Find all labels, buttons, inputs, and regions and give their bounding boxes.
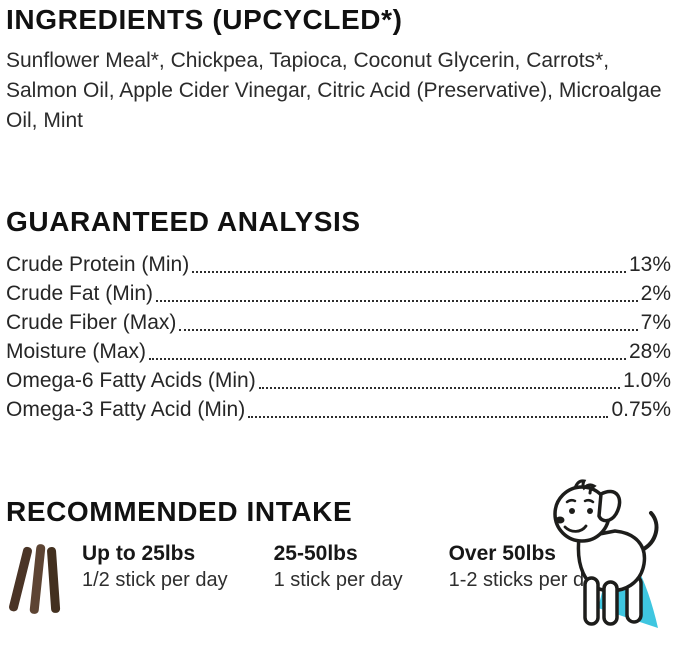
analysis-value: 2%: [640, 282, 671, 305]
serving-size: 1/2 stick per day: [82, 569, 228, 591]
ingredients-title: INGREDIENTS (UPCYCLED*): [6, 4, 403, 35]
recommended-intake-title: RECOMMENDED INTAKE: [6, 496, 353, 527]
analysis-row-crude-fiber: Crude Fiber (Max) 7%: [6, 308, 671, 337]
analysis-label: Moisture (Max): [6, 340, 147, 363]
intake-column-medium: 25-50lbs 1 stick per day: [274, 542, 403, 592]
analysis-label: Crude Protein (Min): [6, 253, 190, 276]
dot-leader: [156, 300, 638, 302]
ingredients-list: Sunflower Meal*, Chickpea, Tapioca, Coco…: [6, 49, 662, 132]
treat-sticks-icon: [6, 542, 70, 616]
analysis-row-omega3: Omega-3 Fatty Acid (Min) 0.75%: [6, 395, 671, 424]
weight-range: 25-50lbs: [273, 542, 358, 565]
weight-range: Up to 25lbs: [82, 542, 196, 565]
analysis-label: Omega-3 Fatty Acid (Min): [6, 398, 246, 421]
recommended-intake-section: RECOMMENDED INTAKE Up to 25lbs 1/2 stick…: [6, 479, 671, 628]
intake-row: Up to 25lbs 1/2 stick per day 25-50lbs 1…: [6, 542, 671, 616]
ingredients-section: INGREDIENTS (UPCYCLED*) Sunflower Meal*,…: [6, 4, 671, 136]
analysis-label: Crude Fat (Min): [6, 282, 154, 305]
analysis-row-moisture: Moisture (Max) 28%: [6, 337, 671, 366]
analysis-value: 13%: [628, 253, 671, 276]
analysis-label: Crude Fiber (Max): [6, 311, 177, 334]
weight-range: Over 50lbs: [448, 542, 556, 565]
analysis-label: Omega-6 Fatty Acids (Min): [6, 369, 256, 392]
serving-size: 1-2 sticks per day: [448, 569, 606, 591]
analysis-value: 0.75%: [611, 398, 671, 421]
guaranteed-analysis-table: Crude Protein (Min) 13% Crude Fat (Min) …: [6, 250, 671, 424]
dot-leader: [192, 271, 626, 273]
analysis-row-crude-protein: Crude Protein (Min) 13%: [6, 250, 671, 279]
guaranteed-analysis-title: GUARANTEED ANALYSIS: [6, 206, 361, 237]
intake-column-small: Up to 25lbs 1/2 stick per day: [82, 542, 228, 592]
analysis-value: 28%: [628, 340, 671, 363]
dot-leader: [179, 329, 638, 331]
dot-leader: [149, 358, 626, 360]
analysis-value: 7%: [640, 311, 671, 334]
dog-with-cape-icon: [541, 476, 669, 636]
guaranteed-analysis-section: GUARANTEED ANALYSIS Crude Protein (Min) …: [6, 206, 671, 424]
analysis-value: 1.0%: [623, 369, 671, 392]
dot-leader: [258, 387, 621, 389]
intake-column-large: Over 50lbs 1-2 sticks per day: [449, 542, 606, 592]
dot-leader: [248, 416, 609, 418]
analysis-row-crude-fat: Crude Fat (Min) 2%: [6, 279, 671, 308]
analysis-row-omega6: Omega-6 Fatty Acids (Min) 1.0%: [6, 366, 671, 395]
serving-size: 1 stick per day: [273, 569, 403, 591]
